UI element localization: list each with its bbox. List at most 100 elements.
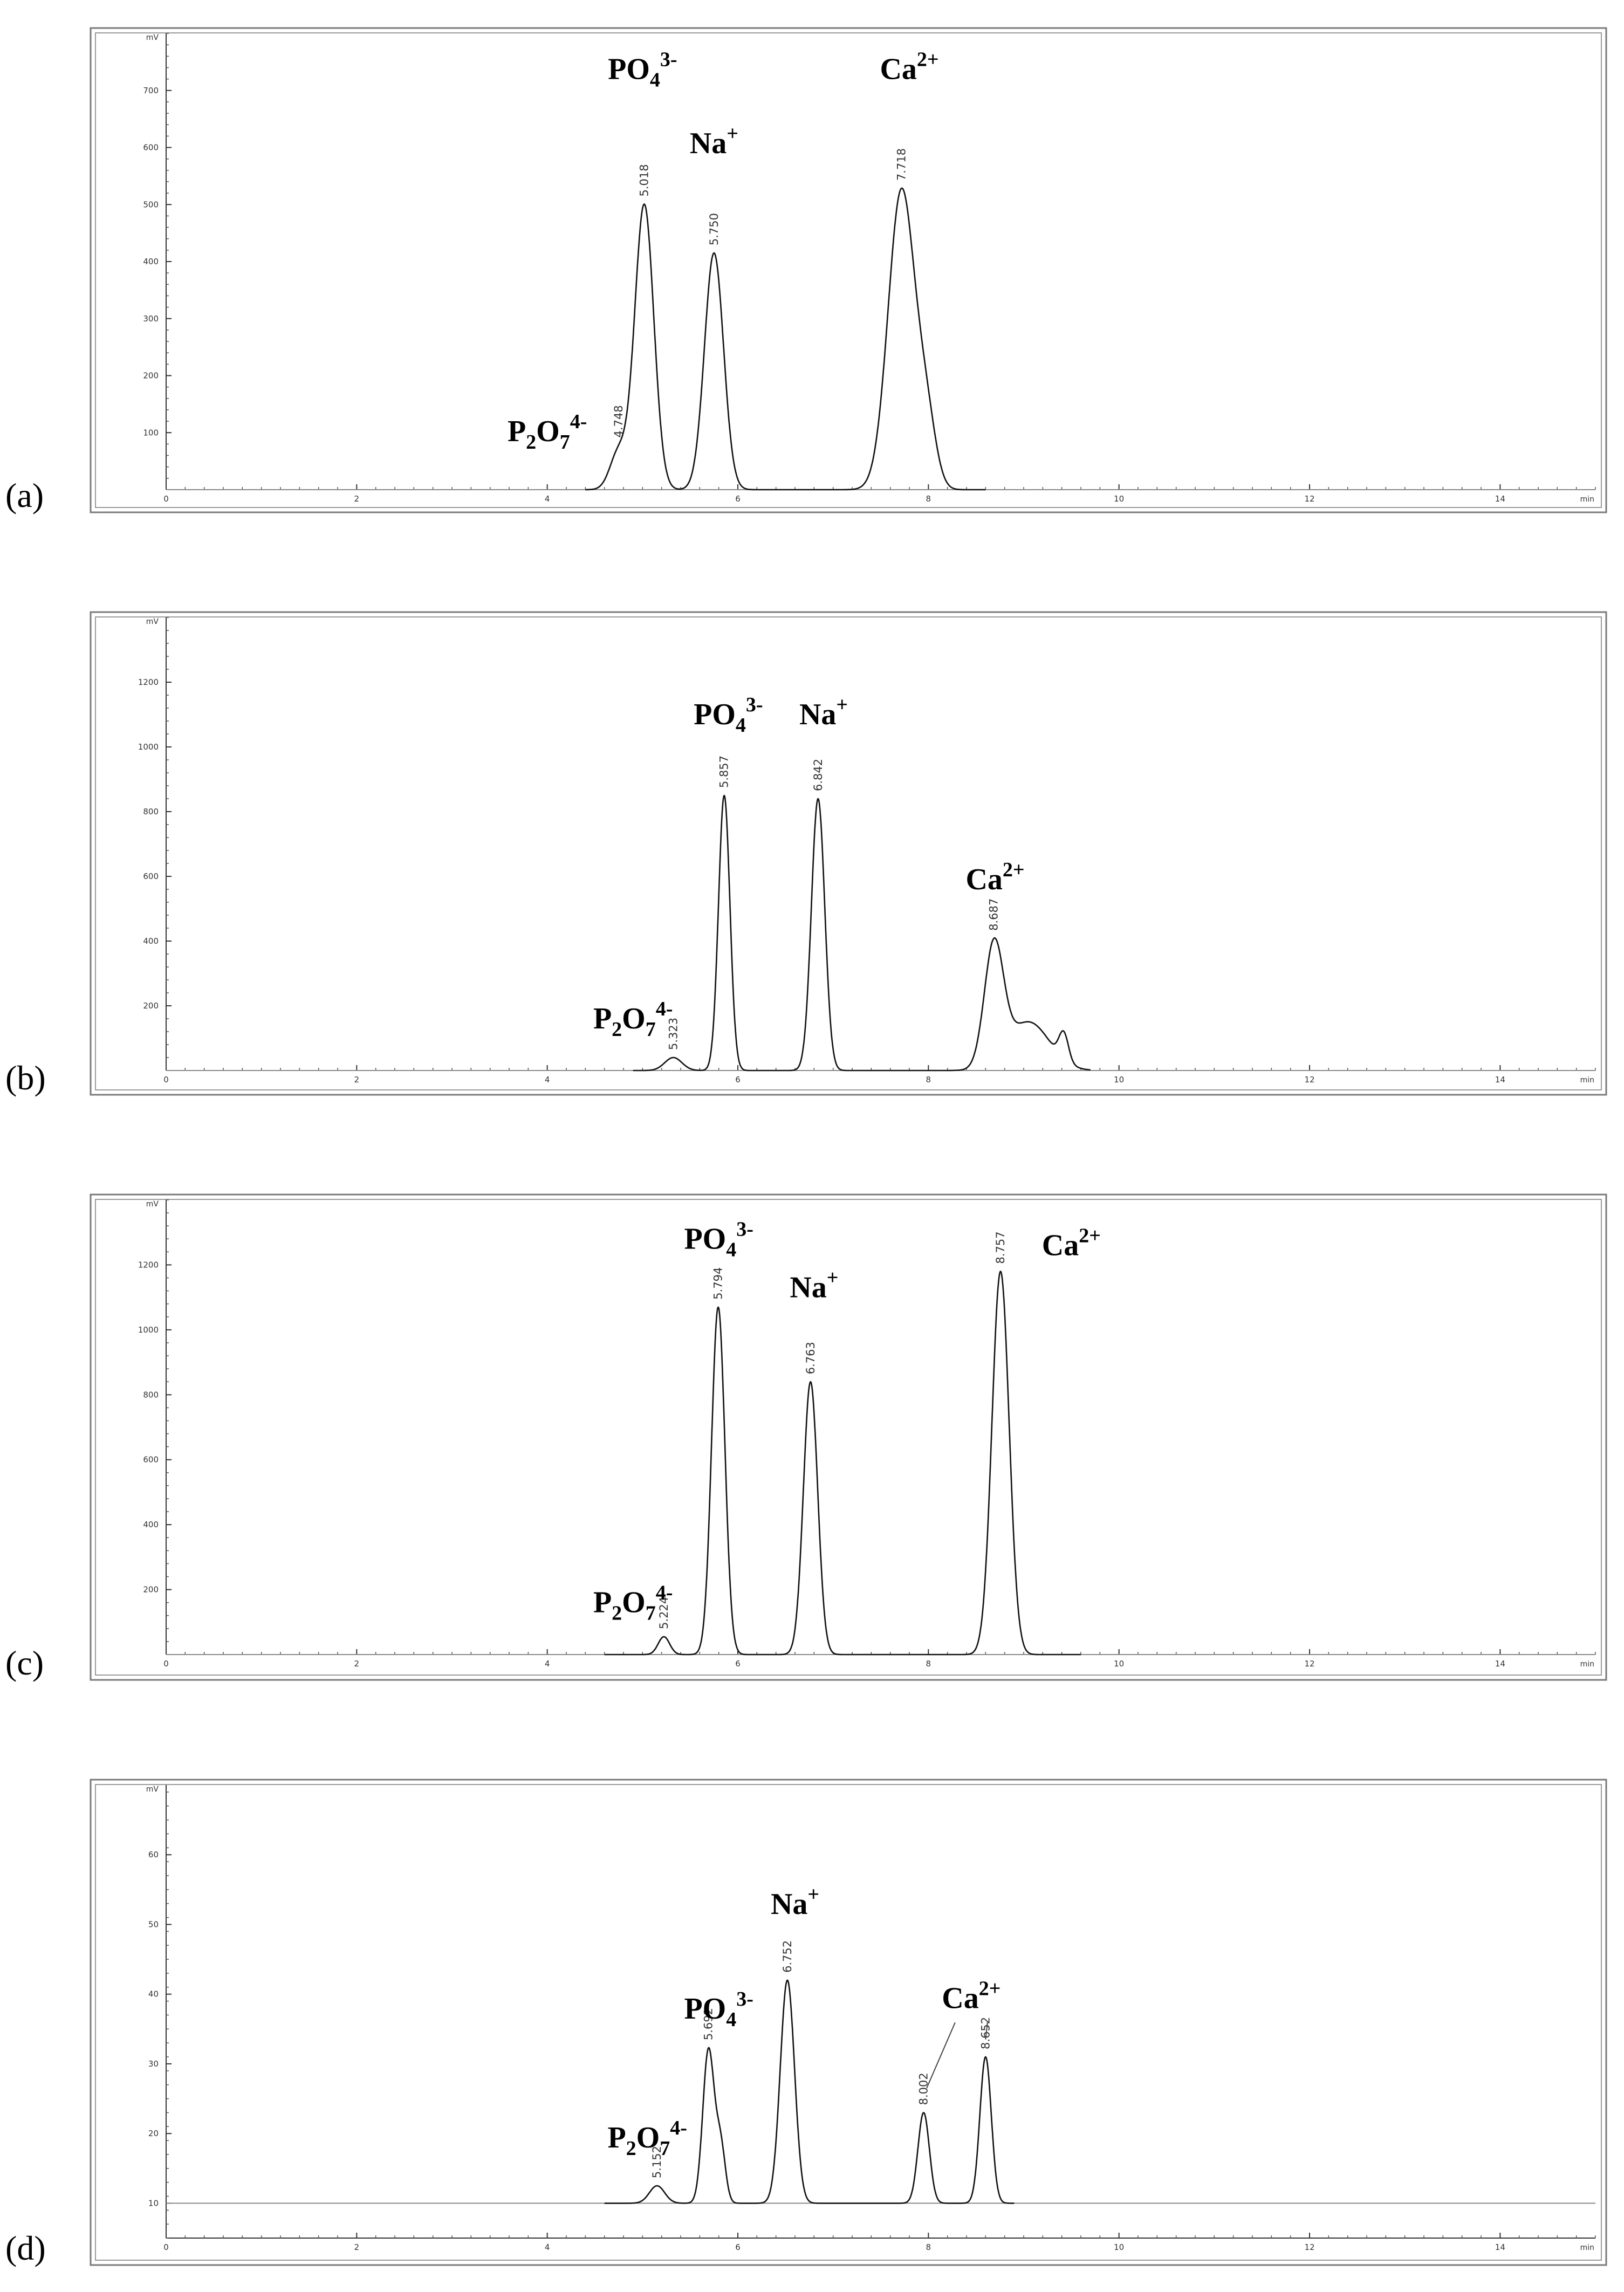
x-tick-label: 10 <box>1114 1659 1124 1669</box>
x-tick-label: 0 <box>163 2242 169 2252</box>
x-tick-label: 12 <box>1304 1659 1314 1669</box>
x-tick-label: 6 <box>735 1075 741 1085</box>
retention-time-label: 5.018 <box>638 164 651 196</box>
species-label: PO43- <box>608 49 677 92</box>
ca-leader-line <box>926 2022 956 2089</box>
x-tick-label: 2 <box>354 2242 360 2252</box>
y-tick-label: 200 <box>143 1001 159 1011</box>
x-tick-label: 14 <box>1495 1659 1505 1669</box>
y-tick-label: 800 <box>143 807 159 816</box>
species-label: P2O74- <box>593 998 673 1041</box>
x-tick-label: 12 <box>1304 1075 1314 1085</box>
x-axis-unit: min <box>1580 1660 1594 1669</box>
retention-time-label: 8.687 <box>988 898 1001 931</box>
x-tick-label: 6 <box>735 2242 741 2252</box>
y-tick-label: 600 <box>143 1455 159 1465</box>
retention-time-label: 5.857 <box>718 756 731 788</box>
y-tick-label: 1200 <box>138 677 159 687</box>
x-tick-label: 4 <box>545 1075 550 1085</box>
species-label: Ca2+ <box>880 49 938 86</box>
y-tick-label: 200 <box>143 371 159 381</box>
species-label: PO43- <box>694 694 763 737</box>
x-tick-label: 10 <box>1114 494 1124 504</box>
y-tick-label: 200 <box>143 1585 159 1595</box>
retention-time-label: 5.323 <box>667 1018 680 1050</box>
retention-time-label: 5.794 <box>712 1267 725 1300</box>
species-label: P2O74- <box>607 2117 687 2160</box>
x-tick-label: 0 <box>163 494 169 504</box>
x-tick-label: 6 <box>735 1659 741 1669</box>
plot-area <box>95 1199 1602 1676</box>
chromatogram-trace <box>604 1979 1015 2204</box>
species-label: P2O74- <box>593 1582 673 1625</box>
retention-time-label: 7.718 <box>895 148 908 181</box>
chromatogram-panel-3: 200 400 600 800 1000 1200 mV 0 2 4 6 8 10 12 14 min 5.22… <box>5 1193 1607 1682</box>
y-tick-label: 400 <box>143 936 159 946</box>
y-tick-label: 700 <box>143 86 159 95</box>
chromatogram-panel-4: 10 20 30 40 50 60 mV 0 2 4 6 8 10 12 14 min 5.152 5.692 6.… <box>5 1779 1607 2267</box>
chromatogram-panel-1: 100 200 300 400 500 600 700 mV 0 2 4 6 8 10 12 14 min 4.7… <box>5 27 1607 514</box>
species-label: P2O74- <box>508 410 587 454</box>
retention-time-label: 8.002 <box>917 2073 930 2105</box>
plot-area <box>95 1784 1602 2261</box>
y-axis-unit: mV <box>146 33 159 42</box>
x-tick-label: 14 <box>1495 1075 1505 1085</box>
y-tick-label: 500 <box>143 200 159 209</box>
chromatogram-panel-2: 200 400 600 800 1000 1200 mV 0 2 4 6 8 10 12 14 min 5.32… <box>5 611 1607 1097</box>
y-tick-label: 1000 <box>138 742 159 752</box>
plot-area <box>95 616 1602 1090</box>
retention-time-label: 6.752 <box>781 1940 794 1973</box>
x-tick-label: 0 <box>163 1075 169 1085</box>
x-tick-label: 10 <box>1114 1075 1124 1085</box>
species-label: Na+ <box>690 122 738 160</box>
species-label: Ca2+ <box>1042 1224 1101 1262</box>
x-tick-label: 14 <box>1495 2242 1505 2252</box>
y-tick-label: 50 <box>148 1919 159 1929</box>
species-label: PO43- <box>684 1988 753 2031</box>
y-tick-label: 100 <box>143 428 159 437</box>
y-tick-label: 10 <box>148 2198 159 2208</box>
y-tick-label: 800 <box>143 1390 159 1399</box>
chromatogram-trace <box>633 794 1091 1072</box>
y-tick-label: 400 <box>143 1520 159 1529</box>
y-tick-label: 300 <box>143 314 159 324</box>
plot-area <box>95 32 1602 508</box>
x-tick-label: 10 <box>1114 2242 1124 2252</box>
x-axis-unit: min <box>1580 495 1594 504</box>
retention-time-label: 4.748 <box>612 405 625 437</box>
x-tick-label: 8 <box>926 1075 931 1085</box>
chromatogram-trace <box>604 1271 1081 1656</box>
species-label: Na+ <box>771 1883 819 1921</box>
x-tick-label: 4 <box>545 1659 550 1669</box>
species-label: PO43- <box>684 1218 753 1261</box>
x-tick-label: 2 <box>354 494 360 504</box>
y-tick-label: 400 <box>143 257 159 266</box>
y-tick-label: 60 <box>148 1850 159 1859</box>
x-tick-label: 8 <box>926 2242 931 2252</box>
retention-time-label: 5.692 <box>702 2008 715 2040</box>
species-label: Ca2+ <box>942 1978 1001 2015</box>
retention-time-label: 8.652 <box>979 2017 992 2049</box>
x-tick-label: 6 <box>735 494 741 504</box>
retention-time-label: 6.763 <box>804 1342 817 1374</box>
retention-time-label: 5.152 <box>650 2146 663 2178</box>
retention-time-label: 6.842 <box>812 759 825 791</box>
y-axis-unit: mV <box>146 617 159 626</box>
x-tick-label: 0 <box>163 1659 169 1669</box>
y-tick-label: 30 <box>148 2059 159 2069</box>
x-tick-label: 4 <box>545 494 550 504</box>
species-label: Ca2+ <box>965 859 1024 896</box>
y-tick-label: 600 <box>143 871 159 881</box>
x-tick-label: 8 <box>926 494 931 504</box>
y-tick-label: 600 <box>143 143 159 153</box>
y-axis-unit: mV <box>146 1200 159 1209</box>
panel-letter: (d) <box>5 2229 46 2267</box>
retention-time-label: 5.750 <box>708 213 721 245</box>
panel-letter: (a) <box>5 476 44 514</box>
x-tick-label: 12 <box>1304 2242 1314 2252</box>
x-tick-label: 2 <box>354 1075 360 1085</box>
x-tick-label: 14 <box>1495 494 1505 504</box>
panel-letter: (c) <box>5 1644 44 1682</box>
x-axis-unit: min <box>1580 2243 1594 2252</box>
